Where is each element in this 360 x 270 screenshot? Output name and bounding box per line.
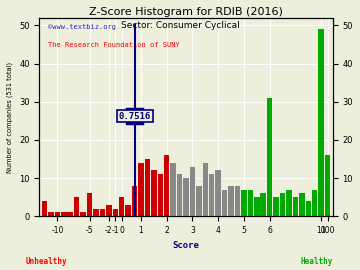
Bar [100, 209, 105, 216]
Bar [273, 197, 279, 216]
Bar [106, 205, 112, 216]
Bar [235, 186, 240, 216]
Bar [190, 167, 195, 216]
Bar [203, 163, 208, 216]
Y-axis label: Number of companies (531 total): Number of companies (531 total) [7, 62, 13, 173]
Bar [325, 155, 330, 216]
Bar [318, 29, 324, 216]
Bar [125, 205, 131, 216]
Bar [113, 209, 118, 216]
Bar [228, 186, 234, 216]
Bar [119, 197, 125, 216]
Bar [145, 159, 150, 216]
Text: ©www.textbiz.org: ©www.textbiz.org [48, 24, 116, 30]
Bar [55, 212, 60, 216]
Bar [299, 193, 305, 216]
Text: The Research Foundation of SUNY: The Research Foundation of SUNY [48, 42, 180, 48]
Bar [267, 98, 273, 216]
Bar [87, 193, 92, 216]
Text: Sector: Consumer Cyclical: Sector: Consumer Cyclical [121, 21, 239, 30]
Bar [67, 212, 73, 216]
Bar [158, 174, 163, 216]
Bar [74, 197, 80, 216]
X-axis label: Score: Score [172, 241, 199, 249]
Title: Z-Score Histogram for RDIB (2016): Z-Score Histogram for RDIB (2016) [89, 7, 283, 17]
Bar [286, 190, 292, 216]
Bar [61, 212, 67, 216]
Bar [48, 212, 54, 216]
Bar [132, 186, 137, 216]
Bar [248, 190, 253, 216]
Text: Healthy: Healthy [301, 257, 333, 266]
Bar [241, 190, 247, 216]
Bar [170, 163, 176, 216]
Bar [293, 197, 298, 216]
Bar [80, 212, 86, 216]
Bar [42, 201, 47, 216]
Bar [177, 174, 182, 216]
Text: Unhealthy: Unhealthy [26, 257, 68, 266]
Bar [164, 155, 170, 216]
Bar [216, 170, 221, 216]
Bar [254, 197, 260, 216]
Bar [222, 190, 228, 216]
Bar [312, 190, 318, 216]
Bar [138, 163, 144, 216]
Text: 0.7516: 0.7516 [119, 112, 151, 120]
Bar [151, 170, 157, 216]
Bar [183, 178, 189, 216]
Bar [93, 209, 99, 216]
Bar [209, 174, 215, 216]
Bar [261, 193, 266, 216]
Bar [280, 193, 285, 216]
Bar [306, 201, 311, 216]
Bar [196, 186, 202, 216]
